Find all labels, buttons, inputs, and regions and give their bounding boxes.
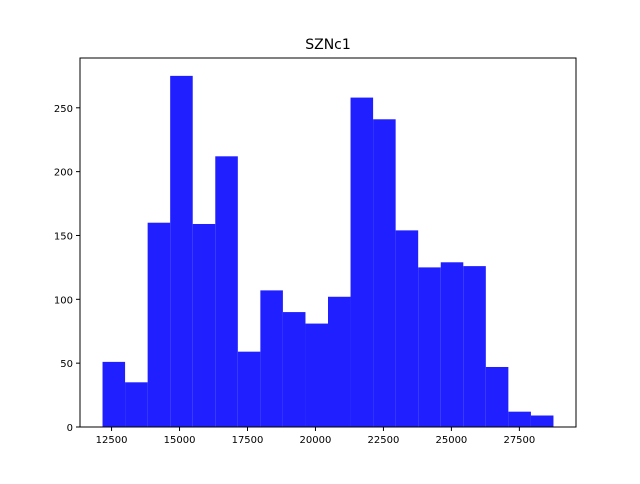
bar <box>102 361 126 427</box>
y-tick-label: 100 <box>54 295 73 306</box>
bar <box>237 351 261 427</box>
x-tick-label: 27500 <box>503 435 535 446</box>
x-tick-label: 22500 <box>368 435 400 446</box>
bar <box>350 97 374 428</box>
y-tick-label: 50 <box>60 359 73 370</box>
bar <box>418 267 441 427</box>
bar <box>305 323 328 427</box>
bar <box>170 75 193 428</box>
y-tick-label: 150 <box>54 231 73 242</box>
y-tick-label: 250 <box>54 104 73 115</box>
bar <box>215 156 238 427</box>
bar <box>192 223 216 427</box>
bar <box>147 222 171 427</box>
axes-frame <box>79 57 577 428</box>
bar <box>440 262 464 427</box>
bar <box>485 366 509 427</box>
bar <box>530 415 554 427</box>
y-tick-label: 0 <box>67 423 73 434</box>
bar <box>328 296 351 427</box>
bar <box>395 230 419 427</box>
x-tick-label: 25000 <box>435 435 467 446</box>
bar <box>463 266 486 427</box>
x-tick-label: 20000 <box>300 435 332 446</box>
bar <box>260 290 283 427</box>
x-tick-label: 15000 <box>164 435 196 446</box>
y-tick-label: 200 <box>54 168 73 179</box>
x-tick-label: 17500 <box>232 435 264 446</box>
chart-title: SZNc1 <box>305 37 351 53</box>
bar <box>508 411 531 427</box>
bar <box>282 312 306 427</box>
x-tick-label: 12500 <box>96 435 128 446</box>
bar <box>373 119 396 427</box>
bar <box>125 382 148 427</box>
